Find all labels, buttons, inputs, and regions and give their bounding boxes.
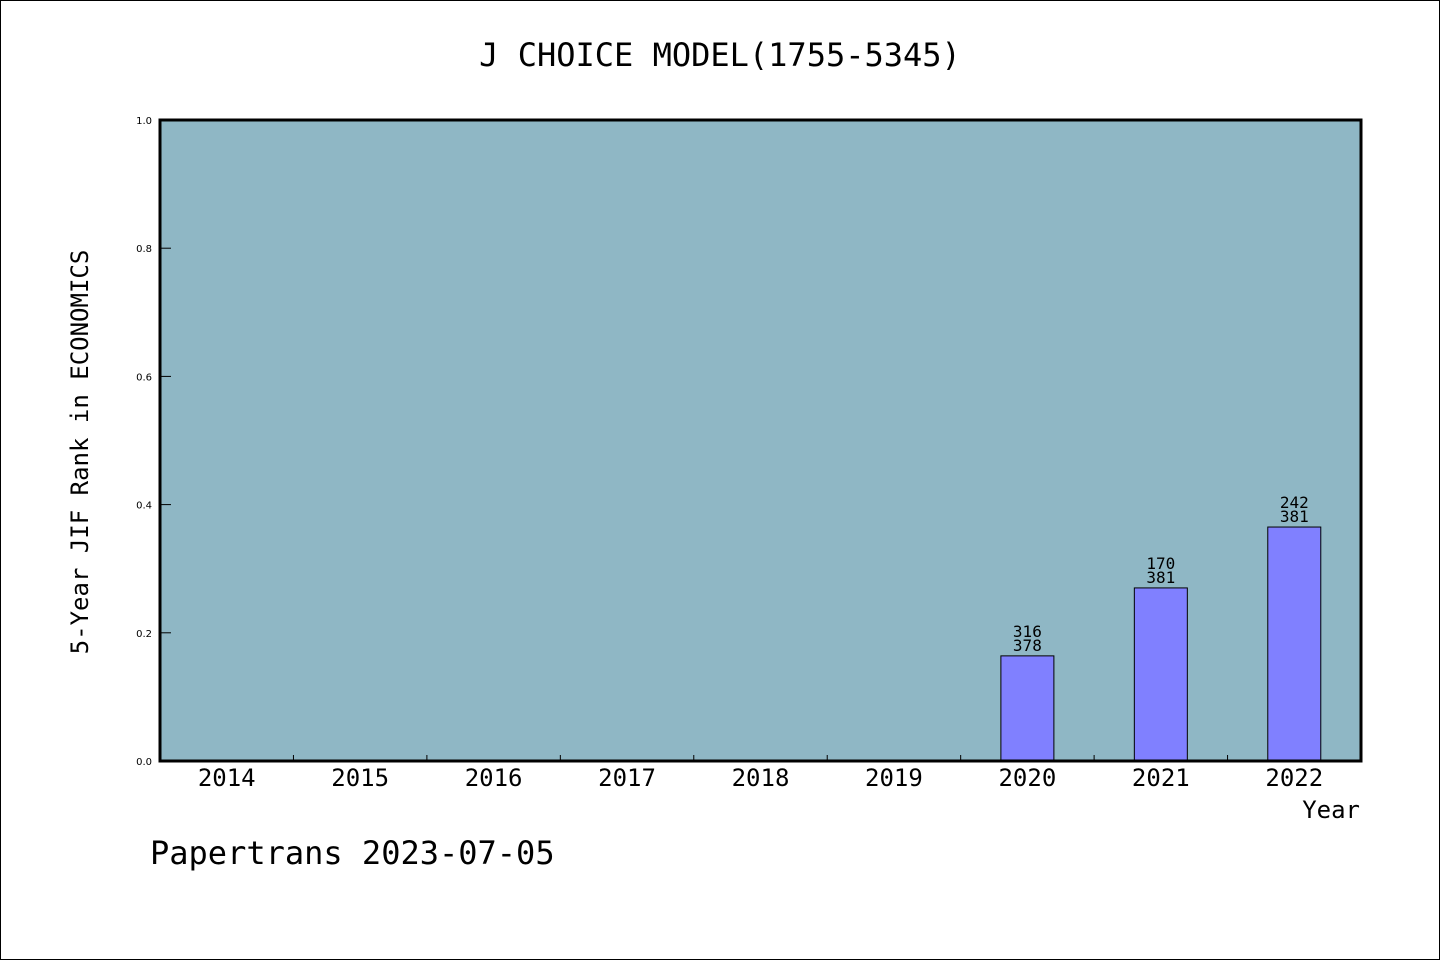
x-tick-label-2022: 2022 [1265,764,1323,792]
y-tick-label-0.4: 0.4 [136,501,152,512]
y-tick-label-1.0: 1.0 [136,116,152,127]
x-tick-label-2017: 2017 [598,764,656,792]
bar-label-bottom-2022: 381 [1280,507,1309,526]
bar-label-bottom-2021: 381 [1146,568,1175,587]
plot-border [158,118,1363,763]
footer-text: Papertrans 2023-07-05 [150,834,555,872]
bar-label-bottom-2020: 378 [1013,636,1042,655]
bar-label-top-2020: 316 [1013,622,1042,641]
x-tick-label-2015: 2015 [331,764,389,792]
bar-label-top-2022: 242 [1280,493,1309,512]
chart-title: J CHOICE MODEL(1755-5345) [479,36,961,74]
bar-2021 [1133,587,1188,762]
bar-label-top-2021: 170 [1146,554,1175,573]
bar-2020 [1000,655,1055,762]
x-tick-label-2014: 2014 [198,764,256,792]
x-tick-label-2019: 2019 [865,764,923,792]
x-tick-label-2021: 2021 [1132,764,1190,792]
x-axis-label: Year [1302,796,1360,824]
y-tick-label-0.2: 0.2 [136,629,152,640]
x-tick-label-2016: 2016 [465,764,523,792]
bar-2022 [1267,526,1322,762]
x-tick-label-2018: 2018 [732,764,790,792]
y-tick-label-0.0: 0.0 [136,757,152,768]
x-tick-label-2020: 2020 [998,764,1056,792]
y-tick-label-0.6: 0.6 [136,372,152,383]
y-tick-label-0.8: 0.8 [136,244,152,255]
